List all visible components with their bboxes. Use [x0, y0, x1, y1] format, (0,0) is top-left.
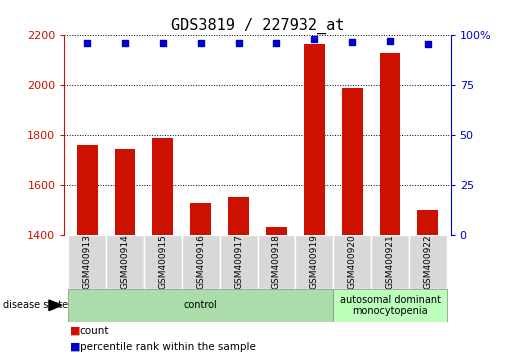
Text: GSM400915: GSM400915 [158, 234, 167, 290]
Point [310, 36, 318, 42]
Bar [152, 138, 173, 235]
Bar [106, 235, 144, 289]
Point [159, 41, 167, 46]
Point [348, 40, 356, 45]
Point [197, 41, 205, 46]
Point [424, 41, 432, 47]
Bar [333, 235, 371, 289]
Bar [190, 203, 211, 235]
Text: GSM400916: GSM400916 [196, 234, 205, 290]
Text: count: count [80, 326, 109, 336]
Bar [380, 53, 401, 235]
Bar [228, 197, 249, 235]
Bar [77, 145, 97, 235]
Bar [219, 235, 258, 289]
Point [272, 41, 281, 46]
Text: GSM400922: GSM400922 [423, 235, 433, 289]
Text: GSM400920: GSM400920 [348, 235, 357, 289]
Bar [409, 235, 447, 289]
Text: control: control [184, 300, 217, 310]
Bar [114, 149, 135, 235]
Text: GSM400921: GSM400921 [386, 235, 394, 289]
Bar [333, 289, 447, 322]
Text: disease state: disease state [3, 300, 67, 310]
Text: ■: ■ [70, 342, 80, 352]
Text: GSM400917: GSM400917 [234, 234, 243, 290]
Bar [68, 289, 333, 322]
Bar [266, 227, 287, 235]
Point [386, 39, 394, 44]
Bar [144, 235, 182, 289]
Bar [182, 235, 219, 289]
Bar [68, 235, 106, 289]
Text: GSM400918: GSM400918 [272, 234, 281, 290]
Bar [304, 44, 325, 235]
Point [121, 41, 129, 46]
Point [234, 41, 243, 46]
Text: ■: ■ [70, 326, 80, 336]
Bar [296, 235, 333, 289]
Text: GSM400914: GSM400914 [121, 235, 129, 289]
Title: GDS3819 / 227932_at: GDS3819 / 227932_at [171, 18, 344, 34]
Text: percentile rank within the sample: percentile rank within the sample [80, 342, 256, 352]
Bar [371, 235, 409, 289]
Polygon shape [49, 300, 62, 311]
Point [83, 41, 91, 46]
Text: GSM400913: GSM400913 [82, 234, 92, 290]
Text: autosomal dominant
monocytopenia: autosomal dominant monocytopenia [339, 295, 440, 316]
Bar [342, 88, 363, 235]
Bar [418, 210, 438, 235]
Bar [258, 235, 296, 289]
Text: GSM400919: GSM400919 [310, 234, 319, 290]
